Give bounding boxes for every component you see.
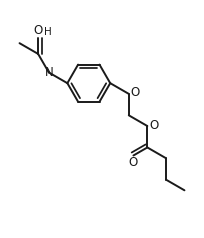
Text: O: O [129, 156, 138, 169]
Text: O: O [131, 86, 140, 99]
Text: N: N [44, 66, 53, 79]
Text: O: O [149, 119, 159, 132]
Text: H: H [44, 27, 52, 37]
Text: O: O [33, 24, 43, 37]
